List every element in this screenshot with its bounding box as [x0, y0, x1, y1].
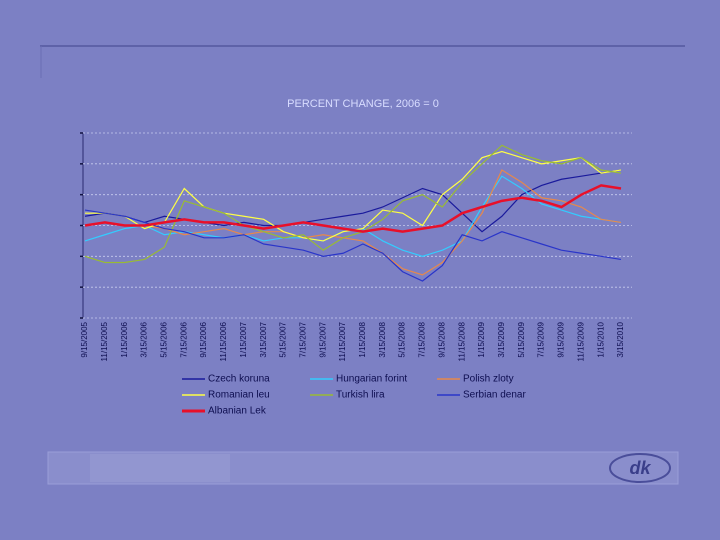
x-tick-label: 9/15/2005	[80, 321, 89, 357]
x-tick-label: 11/15/2006	[219, 321, 228, 361]
legend-label: Romanian leu	[208, 390, 270, 401]
chart-title: PERCENT CHANGE, 2006 = 0	[287, 98, 439, 110]
x-tick-label: 3/15/2007	[259, 321, 268, 357]
x-tick-label: 11/15/2009	[576, 321, 585, 361]
series-line	[84, 144, 622, 264]
x-tick-label: 9/15/2007	[318, 321, 327, 357]
x-tick-label: 11/15/2007	[338, 321, 347, 361]
x-tick-label: 11/15/2005	[100, 321, 109, 361]
legend-label: Hungarian forint	[336, 374, 407, 385]
x-tick-label: 3/15/2008	[378, 321, 387, 357]
x-tick-label: 5/15/2006	[160, 321, 169, 357]
x-tick-label: 7/15/2006	[179, 321, 188, 357]
logo: dk	[629, 458, 651, 478]
x-tick-label: 3/15/2009	[497, 321, 506, 357]
series-line	[84, 209, 622, 282]
x-tick-label: 1/15/2007	[239, 321, 248, 357]
x-tick-label: 9/15/2009	[557, 321, 566, 357]
legend-label: Polish zloty	[463, 374, 514, 385]
legend-label: Turkish lira	[336, 390, 385, 401]
footer-image	[90, 454, 230, 482]
series-line	[84, 184, 622, 233]
series-line	[84, 169, 622, 276]
x-tick-label: 1/15/2009	[477, 321, 486, 357]
x-tick-label: 1/15/2010	[596, 321, 605, 357]
legend-label: Czech koruna	[208, 374, 270, 385]
x-tick-label: 3/15/2006	[140, 321, 149, 357]
x-tick-label: 7/15/2009	[537, 321, 546, 357]
x-tick-label: 5/15/2008	[398, 321, 407, 357]
footer: dk	[47, 451, 679, 485]
x-tick-label: 1/15/2006	[120, 321, 129, 357]
x-tick-label: 7/15/2008	[418, 321, 427, 357]
x-tick-label: 9/15/2008	[437, 321, 446, 357]
x-tick-label: 9/15/2006	[199, 321, 208, 357]
logo-ring	[609, 453, 671, 483]
x-tick-label: 1/15/2008	[358, 321, 367, 357]
legend-label: Serbian denar	[463, 390, 526, 401]
x-tick-label: 5/15/2007	[279, 321, 288, 357]
x-tick-label: 3/15/2010	[616, 321, 625, 357]
x-tick-label: 5/15/2009	[517, 321, 526, 357]
legend-label: Albanian Lek	[208, 406, 267, 417]
x-tick-label: 11/15/2008	[457, 321, 466, 361]
x-tick-label: 7/15/2007	[298, 321, 307, 357]
